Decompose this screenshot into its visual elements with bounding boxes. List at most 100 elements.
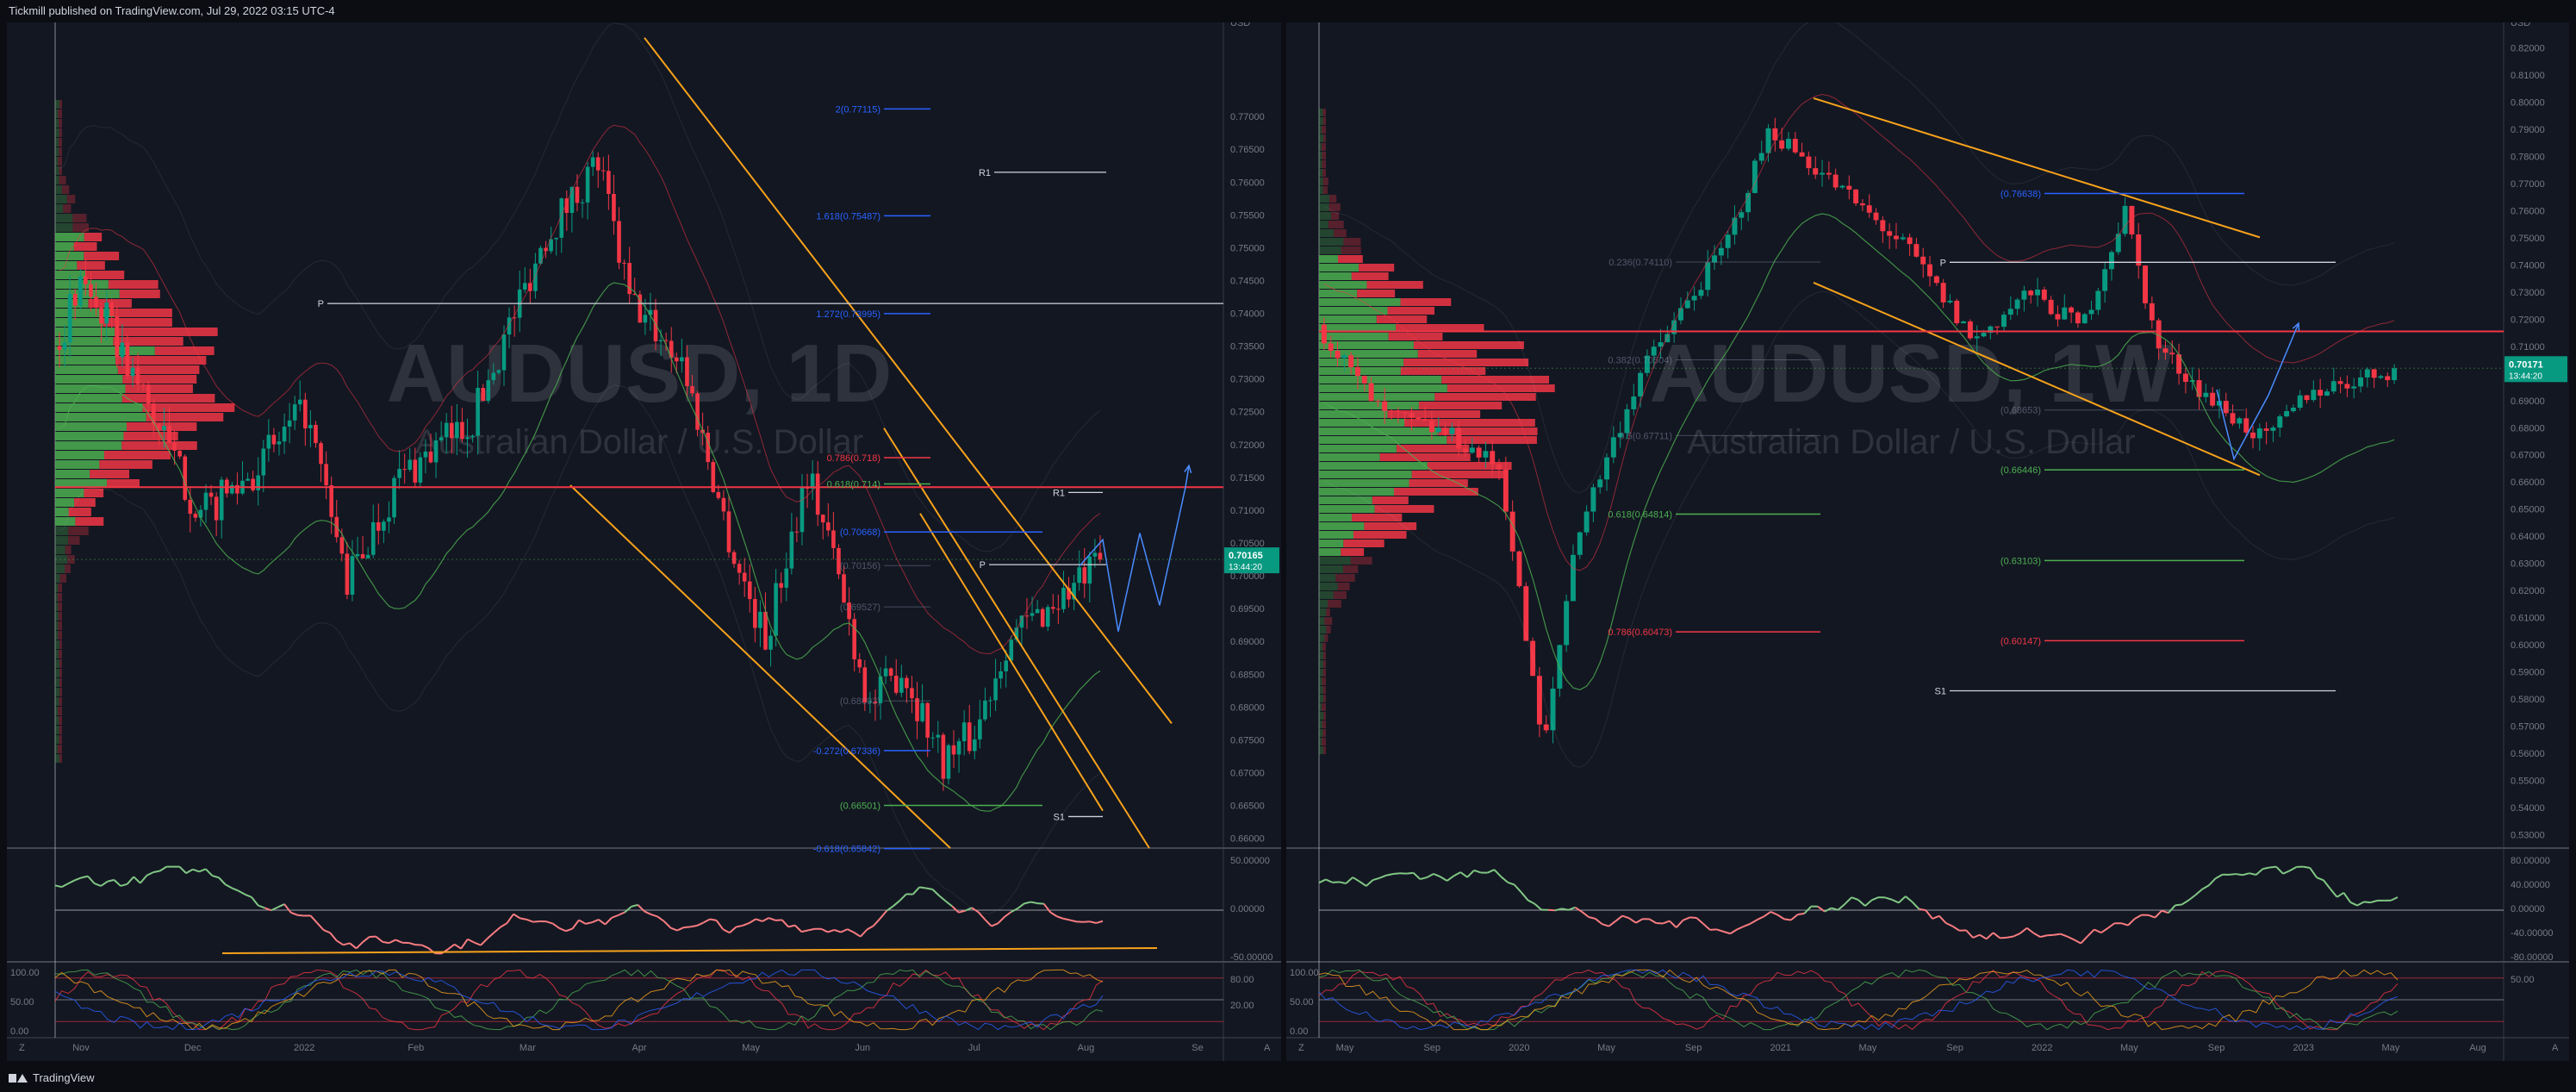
volume-profile-bar [72,223,89,232]
goto-date-icon: Z [1298,1043,1304,1053]
volume-profile-bar [1319,341,1414,349]
rsi-segment [879,910,887,920]
price-axis-tick: 0.68500 [1230,670,1265,680]
volume-profile-bar [1319,324,1397,332]
rsi-segment [552,922,560,929]
rsi-segment [532,920,540,923]
rsi-segment [729,926,737,933]
candle-body [1530,640,1536,677]
volume-profile-bar [1319,479,1409,487]
volume-profile-bar [55,261,78,270]
outer-envelope-line [59,22,1101,552]
volume-profile-bar [1319,359,1404,366]
candle-body [1907,237,1913,245]
candle-body [1341,355,1347,359]
fib-level-label: 0.786(0.60473) [1608,627,1672,638]
candle-body [753,599,757,628]
volume-profile-bar [58,707,62,715]
candle-body [1389,410,1394,412]
candle-body [1920,256,1926,265]
candle-body [726,511,731,552]
rsi-segment [1042,902,1051,914]
time-axis-tick: Feb [408,1043,424,1053]
volume-profile-bar [1319,376,1442,384]
volume-profile-bar [1319,427,1438,435]
price-axis-tick: 0.56000 [2511,749,2545,759]
volume-profile-bar [1322,721,1326,728]
candle-body [2256,428,2262,439]
rsi-segment [650,913,658,918]
rsi-axis-tick: 0.00000 [1230,904,1265,914]
rsi-segment [349,942,358,950]
volume-profile-bar [1322,669,1326,677]
rsi-segment [1493,869,1502,877]
rsi-segment [1595,918,1603,925]
candle-body [2337,381,2343,384]
stoch-axis-tick-right: 50.00 [2511,975,2535,985]
volume-profile-bar [55,271,86,279]
candle-body [115,315,120,358]
rsi-segment [847,928,855,933]
volume-profile-bar [55,138,59,147]
rsi-segment [807,927,815,932]
candle-body [512,317,517,319]
volume-profile-bar [1323,695,1326,702]
time-axis-tick: Nov [72,1043,90,1053]
volume-profile-bar [1350,557,1372,565]
rsi-segment [873,918,881,927]
fib-level-label: 0.382(0.70504) [1608,355,1672,365]
volume-profile-bar [1319,384,1447,392]
rsi-segment [611,914,619,919]
rsi-segment [951,905,960,914]
candle-body [690,386,694,394]
volume-profile-bar [1322,677,1326,685]
candle-body [747,581,752,600]
candle-body [1348,355,1354,367]
candle-body [1368,383,1374,402]
outer-envelope-line [59,384,1101,914]
rsi-segment [736,924,744,928]
candle-body [2041,289,2047,300]
stoch-line [54,969,1104,1031]
volume-profile-bar [55,195,67,203]
volume-profile-bar [1319,298,1401,306]
rsi-segment [277,903,285,908]
volume-profile-bar [55,669,60,677]
tradingview-logo[interactable]: TradingView [9,1071,95,1084]
daily-chart-panel[interactable]: AUDUSD, 1D Australian Dollar / U.S. Dolla… [7,18,1281,1061]
rsi-segment [454,943,462,950]
pivot-label: R1 [979,168,991,178]
rsi-segment [1473,869,1482,874]
candle-body [2007,309,2013,315]
rsi-segment [964,907,973,912]
volume-profile-bar [55,432,124,440]
candle-body [1004,660,1009,671]
rsi-segment [1857,899,1866,907]
stoch-axis-tick-left: 50.00 [10,997,34,1008]
rsi-segment [696,921,704,927]
rsi-segment [1030,901,1038,905]
rsi-segment [1864,899,1873,907]
price-axis-tick: 0.72000 [2511,315,2545,325]
volume-profile-bar [55,640,59,649]
weekly-chart-panel[interactable]: AUDUSD, 1W Australian Dollar / U.S. Dolla… [1286,16,2569,1061]
rsi-segment [316,922,325,931]
rsi-segment [545,920,553,925]
volume-profile-bar [55,204,64,213]
volume-profile-bar [107,479,140,488]
volume-profile-bar [1319,152,1322,159]
rsi-segment [2175,903,2182,907]
candle-body [2028,290,2034,296]
candle-body [1543,724,1549,731]
volume-profile-bar [73,242,97,251]
volume-profile-bar [1319,652,1323,659]
price-axis-tick: 0.67000 [1230,768,1265,778]
rsi-segment [395,939,403,944]
candle-body [287,420,292,427]
rsi-axis-tick: 50.00000 [1230,856,1270,866]
volume-profile-bar [113,337,184,346]
price-axis-tick: 0.63000 [2511,559,2545,570]
candle-body [507,317,512,335]
